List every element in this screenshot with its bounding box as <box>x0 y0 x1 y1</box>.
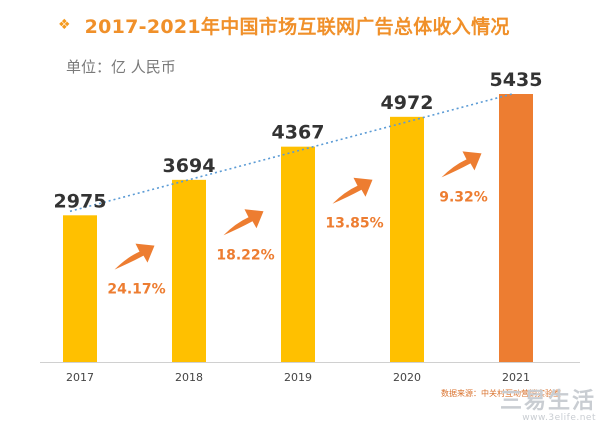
value-label-2017: 2975 <box>54 190 107 212</box>
growth-label-2019: 18.22% <box>216 247 274 263</box>
bar-2017 <box>63 215 97 362</box>
x-tick-2019: 2019 <box>284 371 312 384</box>
value-label-2019: 4367 <box>272 122 325 144</box>
growth-label-2021: 9.32% <box>439 189 488 205</box>
unit-label: 单位：亿 人民币 <box>66 58 176 76</box>
watermark-url: www.3elife.net <box>522 413 596 423</box>
bar-2019 <box>281 146 315 362</box>
bar-2021 <box>499 94 533 362</box>
chart-header: ❖ 2017-2021年中国市场互联网广告总体收入情况 <box>58 10 510 40</box>
growth-arrow-icon <box>332 177 373 204</box>
x-tick-2018: 2018 <box>175 371 203 384</box>
value-label-2018: 3694 <box>163 155 216 177</box>
site-watermark: 三易生活 www.3elife.net <box>499 389 596 424</box>
growth-label-2018: 24.17% <box>107 282 165 298</box>
x-tick-2017: 2017 <box>66 371 94 384</box>
bar-2018 <box>172 179 206 362</box>
trend-line <box>69 93 513 213</box>
value-label-2020: 4972 <box>381 92 434 114</box>
x-tick-2021: 2021 <box>502 371 530 384</box>
watermark-logo-text: 三易生活 <box>499 389 596 414</box>
data-source-note: 数据来源：中关村互动营销实验室 <box>441 389 561 398</box>
value-label-2021: 5435 <box>490 69 543 91</box>
chart-title: 2017-2021年中国市场互联网广告总体收入情况 <box>84 15 510 38</box>
x-tick-2020: 2020 <box>393 371 421 384</box>
growth-arrow-icon <box>441 151 482 178</box>
bar-2020 <box>390 116 424 363</box>
growth-arrow-icon <box>223 209 264 236</box>
growth-label-2020: 13.85% <box>325 216 383 232</box>
diamond-bullet-icon: ❖ <box>58 17 71 33</box>
growth-arrow-icon <box>114 243 155 270</box>
